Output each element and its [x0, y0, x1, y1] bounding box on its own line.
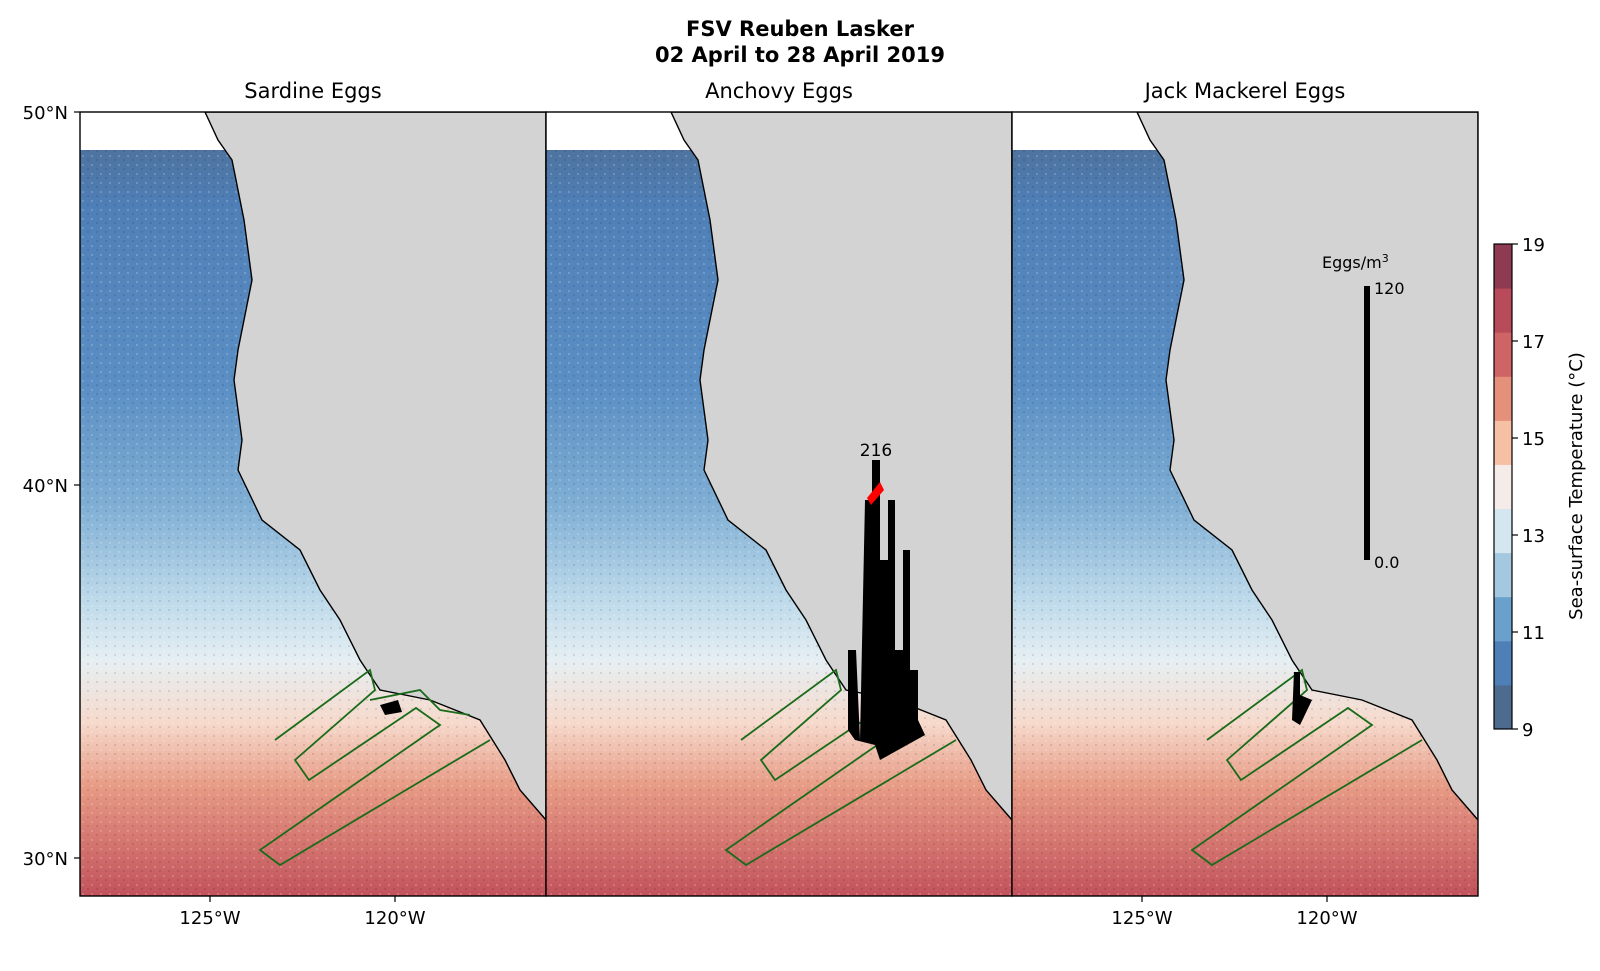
sst-colorbar — [1493, 243, 1513, 730]
colorbar-ticks — [1512, 243, 1518, 730]
no-data-area — [546, 112, 696, 150]
scale-bar-label: Eggs/m3 — [1322, 252, 1389, 273]
lon-tick-label: 125°W — [179, 908, 240, 929]
land-mask — [1136, 112, 1478, 822]
survey-transects — [724, 668, 957, 867]
figure-title-line1: FSV Reuben Lasker — [686, 17, 914, 41]
egg-density-bars — [380, 700, 402, 715]
colorbar-segment — [1494, 508, 1512, 554]
colorbar-tick-label: 17 — [1522, 332, 1545, 353]
scale-bar — [1364, 286, 1370, 560]
colorbar-label: Sea-surface Temperature (°C) — [1566, 352, 1587, 620]
panel-anchovy: 216 — [545, 111, 1013, 897]
scale-bar-max: 120 — [1374, 279, 1405, 298]
lat-tick-label: 50°N — [23, 103, 68, 124]
figure-title-line2: 02 April to 28 April 2019 — [655, 43, 945, 67]
panel-sardine — [79, 111, 547, 897]
panel-title-sardine: Sardine Eggs — [244, 79, 381, 103]
panel-title-anchovy: Anchovy Eggs — [705, 79, 853, 103]
lon-tick-label: 120°W — [364, 908, 425, 929]
colorbar-segment — [1494, 464, 1512, 510]
colorbar-segment — [1494, 376, 1512, 421]
longitude-axis — [209, 896, 1328, 902]
egg-density-bars — [1292, 672, 1312, 725]
egg-scale-bar: Eggs/m3 120 0.0 — [1322, 252, 1405, 573]
panel-jack-mackerel: Eggs/m3 120 0.0 — [1011, 111, 1479, 897]
colorbar-frame — [1493, 243, 1513, 730]
no-data-area — [80, 112, 230, 150]
egg-density-bars — [848, 460, 925, 760]
colorbar-segment — [1494, 640, 1512, 686]
max-density-marker — [867, 482, 884, 505]
colorbar-segment — [1494, 288, 1512, 333]
colorbar-segment — [1494, 596, 1512, 642]
panel-title-jack-mackerel: Jack Mackerel Eggs — [1143, 79, 1346, 103]
colorbar-segment — [1494, 552, 1512, 598]
lon-tick-label: 125°W — [1111, 908, 1172, 929]
colorbar-tick-label: 15 — [1522, 429, 1545, 450]
lat-tick-label: 30°N — [23, 849, 68, 870]
survey-transects — [258, 668, 491, 867]
land-mask — [670, 112, 1012, 822]
colorbar-segment — [1494, 684, 1512, 730]
colorbar-tick-label: 11 — [1522, 623, 1545, 644]
colorbar-tick-label: 9 — [1522, 720, 1533, 741]
colorbar-segment — [1494, 332, 1512, 377]
colorbar-tick-label: 19 — [1522, 235, 1545, 256]
scale-bar-min: 0.0 — [1374, 553, 1399, 572]
lat-tick-label: 40°N — [23, 476, 68, 497]
panel-frame — [1011, 111, 1479, 897]
lon-tick-label: 120°W — [1296, 908, 1357, 929]
no-data-area — [1012, 112, 1162, 150]
colorbar-segment — [1494, 420, 1512, 465]
colorbar-tick-label: 13 — [1522, 526, 1545, 547]
max-density-label: 216 — [860, 441, 892, 461]
latitude-axis — [74, 111, 80, 859]
land-mask — [204, 112, 546, 822]
survey-transects — [1190, 668, 1423, 867]
colorbar-segment — [1494, 244, 1512, 289]
